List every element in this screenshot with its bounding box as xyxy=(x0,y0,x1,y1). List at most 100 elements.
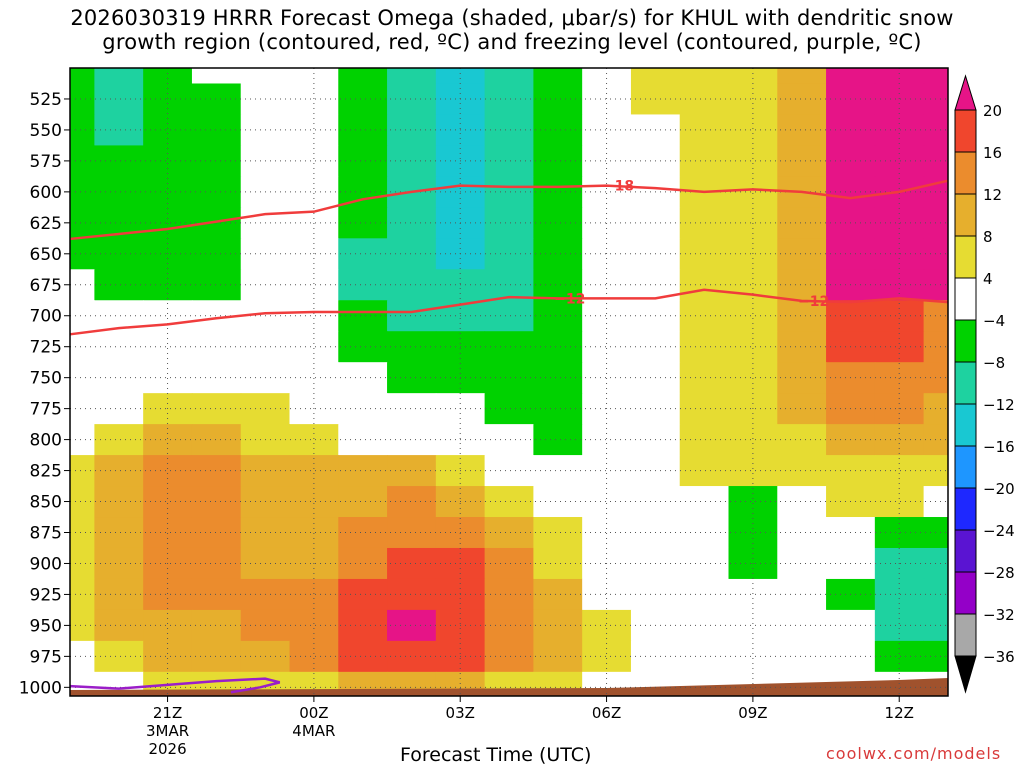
omega-cell xyxy=(923,609,949,642)
omega-cell xyxy=(289,609,339,642)
omega-cell xyxy=(679,393,729,425)
colorbar-label: 16 xyxy=(983,144,1002,162)
y-tick-label: 775 xyxy=(30,400,62,420)
omega-cell xyxy=(143,578,193,611)
y-tick-label: 800 xyxy=(30,431,62,451)
omega-cell xyxy=(289,331,339,363)
colorbar-label: −24 xyxy=(983,522,1015,540)
omega-cell xyxy=(70,238,95,270)
omega-cell xyxy=(826,68,876,84)
omega-cell xyxy=(874,331,925,363)
omega-cell xyxy=(338,238,388,270)
omega-cell xyxy=(338,68,388,84)
y-tick-label: 825 xyxy=(30,462,62,482)
colorbar-band xyxy=(954,151,977,195)
omega-cell xyxy=(533,455,583,487)
omega-cell xyxy=(582,455,632,487)
omega-cell xyxy=(533,238,583,270)
omega-cell xyxy=(728,300,778,332)
omega-cell xyxy=(923,517,949,549)
omega-cell xyxy=(777,83,827,115)
omega-cell xyxy=(143,455,193,487)
omega-cell xyxy=(387,83,437,115)
omega-cell xyxy=(728,455,778,487)
omega-cell xyxy=(728,145,778,177)
omega-cell xyxy=(338,455,388,487)
omega-cell xyxy=(484,238,534,270)
omega-cell xyxy=(387,331,437,363)
omega-cell xyxy=(484,300,534,332)
omega-shading xyxy=(70,68,949,697)
omega-cell xyxy=(728,68,778,84)
y-tick-label: 525 xyxy=(30,90,62,110)
omega-cell xyxy=(338,640,388,673)
omega-cell xyxy=(191,68,242,84)
omega-cell xyxy=(338,362,388,394)
terrain-fill xyxy=(70,678,948,696)
y-tick-label: 550 xyxy=(30,121,62,141)
omega-cell xyxy=(679,331,729,363)
omega-cell xyxy=(533,517,583,549)
omega-cell xyxy=(338,578,388,611)
omega-cell xyxy=(484,176,534,208)
omega-cell xyxy=(533,68,583,84)
omega-cell xyxy=(582,300,632,332)
omega-cell xyxy=(387,609,437,642)
omega-cell xyxy=(679,145,729,177)
omega-cell xyxy=(533,362,583,394)
omega-cell xyxy=(777,517,827,549)
omega-cell xyxy=(387,393,437,425)
omega-cell xyxy=(94,486,144,518)
omega-cell xyxy=(338,114,388,146)
omega-cell xyxy=(70,176,95,208)
omega-cell xyxy=(70,83,95,115)
colorbar-label: 20 xyxy=(983,102,1002,120)
omega-cell xyxy=(70,331,95,363)
omega-cell xyxy=(70,424,95,456)
omega-cell xyxy=(94,455,144,487)
omega-cell xyxy=(923,114,949,146)
omega-cell xyxy=(679,362,729,394)
omega-cell xyxy=(387,269,437,301)
y-tick-label: 625 xyxy=(30,214,62,234)
omega-cell xyxy=(191,83,242,115)
omega-cell xyxy=(777,547,827,580)
omega-cell xyxy=(533,176,583,208)
chart-title: 2026030319 HRRR Forecast Omega (shaded, … xyxy=(0,6,1024,54)
omega-cell xyxy=(387,578,437,611)
omega-cell xyxy=(191,455,242,487)
colorbar-band xyxy=(954,277,977,321)
omega-cell xyxy=(191,640,242,673)
omega-cell xyxy=(777,145,827,177)
omega-cell xyxy=(777,68,827,84)
omega-cell xyxy=(435,68,486,84)
freezing-level-contour xyxy=(69,677,281,694)
y-tick-label: 900 xyxy=(30,554,62,574)
x-tick-label: 03Z xyxy=(446,704,475,722)
omega-cell xyxy=(679,300,729,332)
omega-cell xyxy=(70,393,95,425)
omega-cell xyxy=(679,640,729,673)
colorbar-band xyxy=(954,487,977,531)
colorbar-label: −16 xyxy=(983,438,1015,456)
omega-cell xyxy=(143,176,193,208)
y-tick-label: 750 xyxy=(30,369,62,389)
omega-cell xyxy=(874,114,925,146)
omega-cell xyxy=(777,362,827,394)
colorbar-band xyxy=(954,403,977,447)
omega-cell xyxy=(484,393,534,425)
omega-cell xyxy=(923,640,949,673)
omega-cell xyxy=(387,455,437,487)
omega-cell xyxy=(533,331,583,363)
omega-cell xyxy=(70,486,95,518)
omega-cell xyxy=(484,114,534,146)
omega-cell xyxy=(533,486,583,518)
omega-cell xyxy=(484,207,534,239)
omega-cell xyxy=(94,609,144,642)
contour-label: −12 xyxy=(798,294,829,310)
y-tick-label: 725 xyxy=(30,338,62,358)
omega-cell xyxy=(679,424,729,456)
omega-cell xyxy=(582,609,632,642)
omega-cell xyxy=(143,424,193,456)
